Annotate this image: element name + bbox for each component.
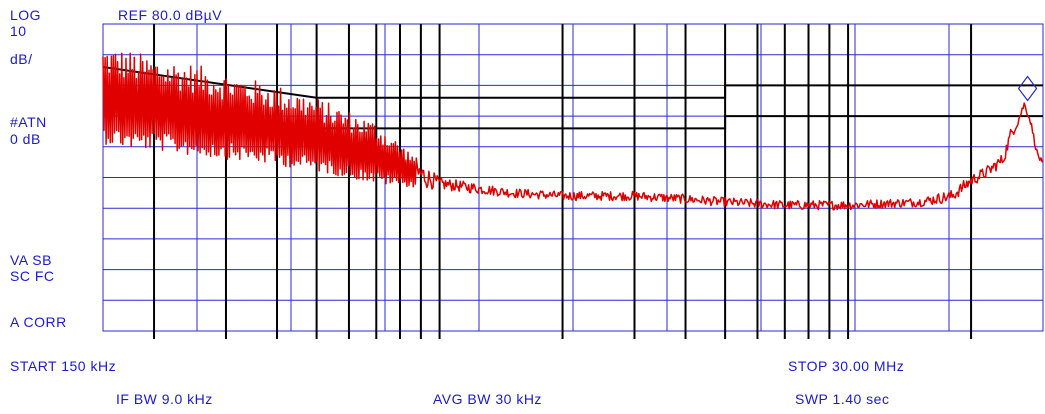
measurement-trace bbox=[102, 52, 1044, 211]
frequency-tick-lines bbox=[153, 24, 973, 339]
average-bandwidth-label: AVG BW 30 kHz bbox=[433, 391, 542, 407]
va-sb-label: VA SB bbox=[10, 252, 52, 268]
attenuation-label: #ATN bbox=[10, 114, 47, 130]
marker-diamond-icon bbox=[1017, 75, 1038, 102]
scale-value-label: 10 bbox=[10, 23, 27, 39]
trace-line bbox=[102, 52, 1044, 211]
if-bandwidth-label: IF BW 9.0 kHz bbox=[116, 391, 213, 407]
reference-level-label: REF 80.0 dBµV bbox=[118, 7, 223, 23]
log-label: LOG bbox=[10, 7, 42, 23]
attenuation-value: 0 dB bbox=[10, 131, 41, 147]
a-corr-label: A CORR bbox=[10, 314, 67, 330]
scale-unit-label: dB/ bbox=[10, 51, 33, 67]
peak-marker bbox=[1017, 75, 1038, 102]
start-frequency-label: START 150 kHz bbox=[10, 358, 117, 374]
sweep-time-label: SWP 1.40 sec bbox=[795, 391, 890, 407]
stop-frequency-label: STOP 30.00 MHz bbox=[788, 358, 905, 374]
sc-fc-label: SC FC bbox=[10, 268, 55, 284]
plot-grid bbox=[102, 23, 1044, 332]
